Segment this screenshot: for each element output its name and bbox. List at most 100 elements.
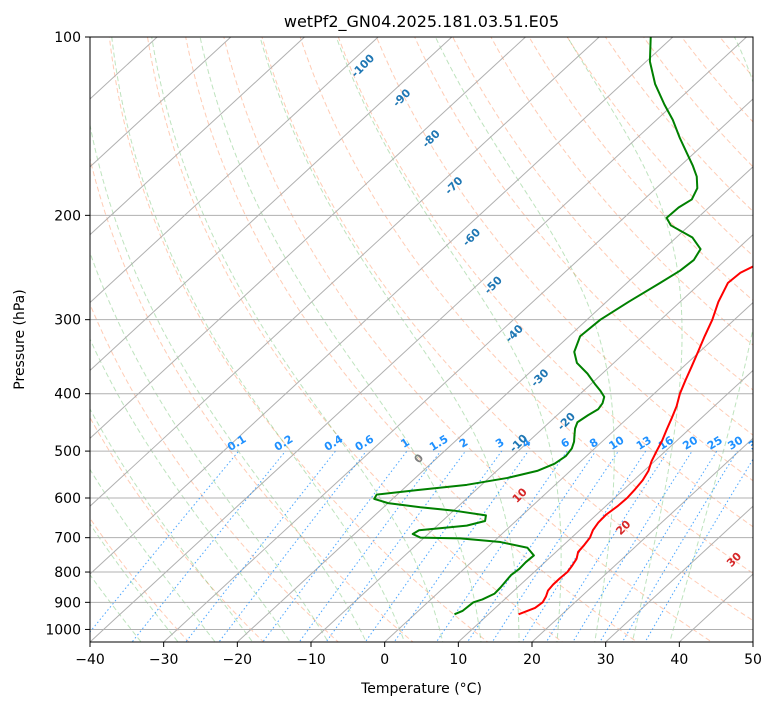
- mixing-ratio-label: 0.4: [322, 432, 346, 454]
- moist-adiabat: [90, 338, 291, 642]
- x-tick-label: 0: [380, 652, 389, 668]
- mixing-ratio-label: 1: [398, 436, 411, 451]
- y-tick-label: 300: [54, 313, 81, 329]
- isotherm-gridline: [457, 369, 753, 642]
- mixing-ratio-line: [364, 450, 503, 642]
- mixing-ratio-line: [466, 450, 597, 642]
- isotherm-gridline: [90, 37, 674, 575]
- moist-adiabat: [90, 122, 367, 642]
- moist-adiabat-label: -50: [482, 273, 505, 296]
- moist-adiabat: [111, 37, 405, 642]
- x-tick-label: 10: [449, 652, 467, 668]
- dry-adiabat: [490, 37, 753, 346]
- moist-adiabat-label: -80: [420, 127, 443, 150]
- isotherm-gridline: [236, 166, 753, 642]
- dry-adiabat: [566, 37, 753, 257]
- mixing-ratio-label: 3: [493, 436, 506, 451]
- moist-adiabat: [90, 523, 179, 642]
- isotherm-gridline: [752, 641, 753, 642]
- dry-adiabat: [337, 37, 753, 528]
- x-tick-label: −40: [75, 652, 105, 668]
- isotherm-gridline: [605, 505, 753, 642]
- x-axis-label: Temperature (°C): [360, 681, 482, 697]
- dry-adiabat: [299, 37, 753, 574]
- mixing-ratio-label: 25: [705, 434, 725, 453]
- isotherm-gridline: [90, 37, 232, 168]
- dry-adiabat: [452, 37, 753, 391]
- plot-frame: [89, 36, 754, 643]
- axis-ticks: −40 −30 −20 −10 0 10 20 30 40 5010020030040050060…: [45, 30, 762, 668]
- x-tick-label: 30: [597, 652, 615, 668]
- mixing-ratio-label: 16: [656, 433, 676, 452]
- x-tick-label: −30: [149, 652, 179, 668]
- y-tick-label: 100: [54, 30, 81, 46]
- chart-title: wetPf2_GN04.2025.181.03.51.E05: [284, 12, 559, 32]
- mixing-ratio-line: [521, 450, 647, 642]
- dry-adiabat: [223, 37, 713, 642]
- isotherm-gridline: [90, 37, 379, 304]
- dry-adiabat: [414, 37, 753, 436]
- dewpoint-line: [373, 37, 702, 616]
- y-tick-label: 400: [54, 387, 81, 403]
- x-tick-label: 50: [744, 652, 762, 668]
- dry-adiabat: [90, 517, 190, 642]
- mixing-ratio-line: [325, 450, 466, 642]
- isotherm-gridline: [163, 98, 753, 642]
- mixing-ratio-line: [131, 450, 286, 642]
- moist-adiabat: [259, 37, 520, 642]
- isotherm-gridline: [90, 37, 600, 507]
- y-tick-label: 700: [54, 531, 81, 547]
- y-tick-label: 600: [54, 491, 81, 507]
- moist-adiabat-label: -30: [528, 366, 551, 389]
- mixing-ratio-label: 0.6: [353, 432, 377, 454]
- y-tick-label: 200: [54, 208, 81, 224]
- mixing-ratio-line: [298, 450, 442, 642]
- moist-adiabat: [151, 37, 444, 642]
- isotherm-gridline: [90, 37, 453, 372]
- dry-adiabat: [90, 156, 414, 642]
- moist-adiabat: [199, 37, 482, 642]
- dry-adiabat: [642, 37, 753, 168]
- y-axis-label: Pressure (hPa): [12, 289, 28, 389]
- y-tick-label: 900: [54, 595, 81, 611]
- moist-adiabat-label: -60: [460, 226, 483, 249]
- isotherm-gridline: [678, 573, 753, 642]
- mixing-ratio-line: [218, 450, 367, 642]
- x-tick-label: −20: [223, 652, 253, 668]
- isotherm-gridline: [531, 437, 753, 642]
- mixing-ratio-line: [644, 458, 753, 642]
- x-tick-label: −10: [296, 652, 326, 668]
- mixing-ratio-label: 20: [680, 433, 700, 452]
- y-tick-label: 800: [54, 565, 81, 581]
- moist-adiabat: [90, 468, 216, 642]
- dry-adiabat: [604, 37, 753, 213]
- mixing-ratio-line: [435, 450, 568, 642]
- y-tick-label: 1000: [45, 622, 81, 638]
- dry-adiabat: [261, 37, 753, 622]
- moist-adiabat-label: -40: [503, 322, 526, 345]
- dry-adiabat: [747, 24, 775, 654]
- mixing-ratio-line: [185, 450, 336, 642]
- mixing-ratio-label: 6: [559, 435, 573, 450]
- moist-adiabat: [90, 408, 254, 642]
- temperature-line: [518, 265, 753, 616]
- moist-adiabat-label: -90: [390, 86, 413, 109]
- x-tick-label: 20: [523, 652, 541, 668]
- dry-adiabat: [108, 37, 489, 642]
- plot-area: 0.1 0.2 0.4 0.6 1 1.5 2 3 4 6 8 10 13 16 20 25 30 3601020…: [90, 24, 775, 654]
- dry-adiabat: [528, 37, 753, 302]
- mixing-ratio-label: 13: [634, 434, 654, 453]
- dry-adiabat-label: 20: [613, 517, 633, 537]
- mixing-ratio-label: 30: [725, 433, 745, 452]
- moist-adiabat: [669, 37, 753, 642]
- mixing-ratio-label: 10: [607, 433, 627, 452]
- moist-adiabat: [335, 37, 562, 642]
- dry-adiabat-label: 10: [510, 485, 530, 505]
- mixing-ratio-line: [491, 450, 619, 642]
- isotherm-gridline: [90, 37, 305, 236]
- dry-adiabat-label: 30: [724, 549, 744, 569]
- mixing-ratio-label: 8: [587, 436, 600, 451]
- mixing-ratio-line: [621, 450, 738, 642]
- isotherm-gridline: [90, 37, 526, 440]
